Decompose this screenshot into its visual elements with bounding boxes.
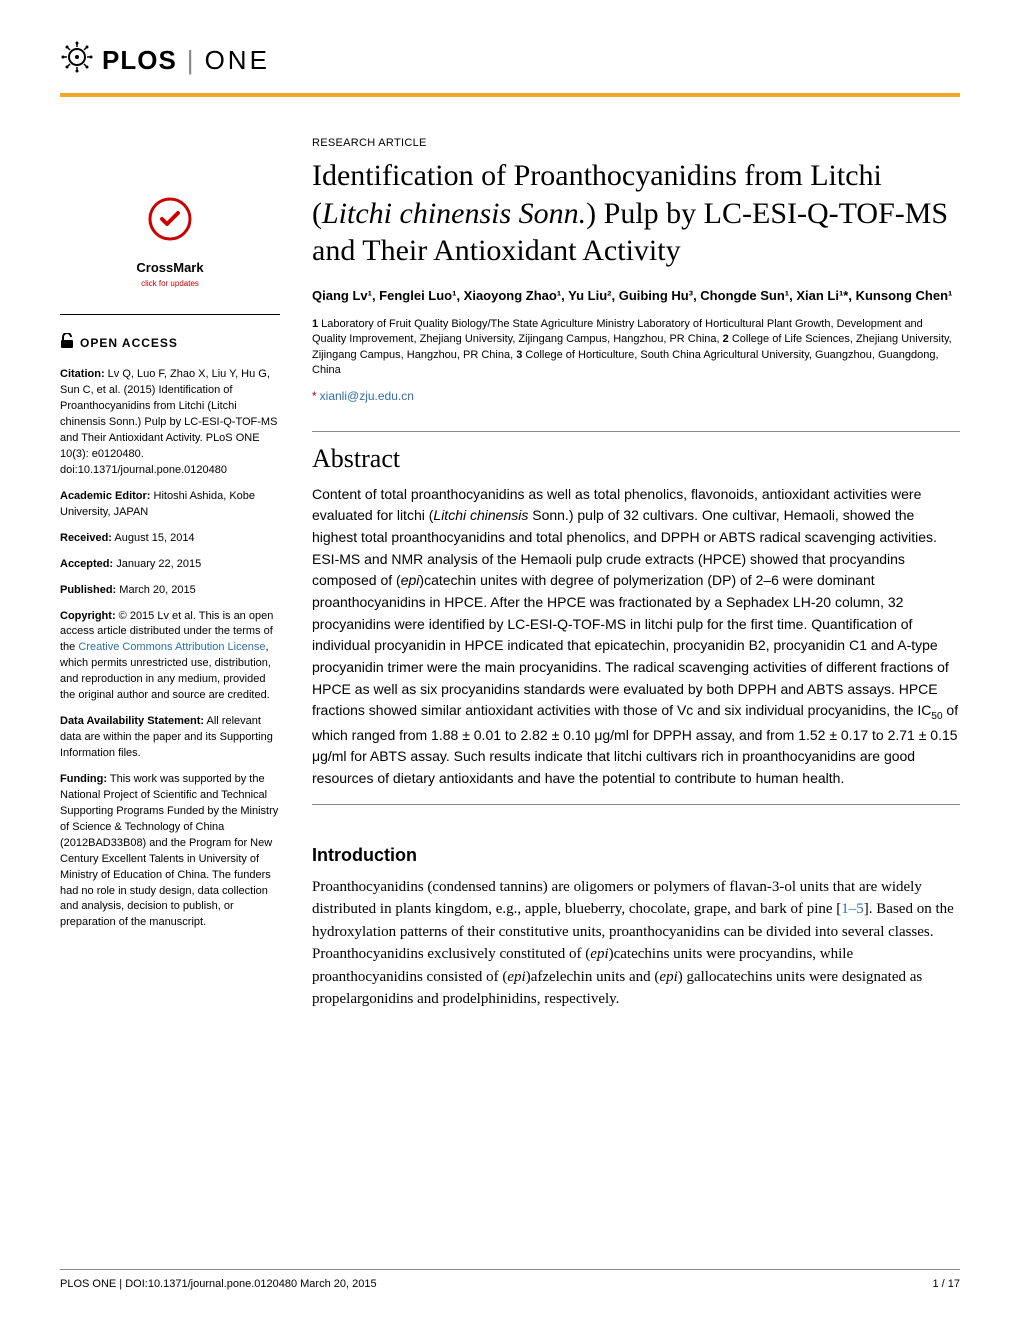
citation-block: Citation: Lv Q, Luo F, Zhao X, Liu Y, Hu…	[60, 367, 280, 479]
footer-page-number: 1 / 17	[932, 1278, 960, 1290]
abstract-heading: Abstract	[312, 431, 960, 474]
journal-header: PLOS | ONE	[60, 40, 960, 97]
editor-block: Academic Editor: Hitoshi Ashida, Kobe Un…	[60, 489, 280, 521]
crossmark-sublabel: click for updates	[60, 278, 280, 290]
abstract-text: Content of total proanthocyanidins as we…	[312, 484, 960, 805]
funding-block: Funding: This work was supported by the …	[60, 772, 280, 931]
accepted-block: Accepted: January 22, 2015	[60, 557, 280, 573]
plos-logo: PLOS | ONE	[60, 40, 270, 81]
open-lock-icon	[60, 333, 74, 356]
sidebar-divider	[60, 314, 280, 315]
data-availability-block: Data Availability Statement: All relevan…	[60, 714, 280, 762]
corresponding-email-link[interactable]: xianli@zju.edu.cn	[320, 389, 414, 403]
plos-icon	[60, 40, 94, 81]
page-footer: PLOS ONE | DOI:10.1371/journal.pone.0120…	[60, 1269, 960, 1290]
crossmark-label: CrossMark	[60, 259, 280, 278]
received-block: Received: August 15, 2014	[60, 531, 280, 547]
journal-name-one: ONE	[205, 45, 270, 76]
ref-link-1-5[interactable]: 1–5	[841, 901, 864, 917]
crossmark-icon	[60, 197, 280, 257]
affiliations: 1 Laboratory of Fruit Quality Biology/Th…	[312, 317, 960, 379]
journal-name-plos: PLOS	[102, 45, 177, 76]
main-column: RESEARCH ARTICLE Identification of Proan…	[312, 137, 960, 1011]
footer-doi: PLOS ONE | DOI:10.1371/journal.pone.0120…	[60, 1278, 377, 1290]
copyright-block: Copyright: © 2015 Lv et al. This is an o…	[60, 609, 280, 705]
introduction-text: Proanthocyanidins (condensed tannins) ar…	[312, 876, 960, 1011]
article-title: Identification of Proanthocyanidins from…	[312, 157, 960, 270]
corresponding-author: *xianli@zju.edu.cn	[312, 389, 960, 403]
introduction-heading: Introduction	[312, 845, 960, 866]
cc-license-link[interactable]: Creative Commons Attribution License	[78, 641, 265, 653]
article-type: RESEARCH ARTICLE	[312, 137, 960, 149]
author-list: Qiang Lv¹, Fenglei Luo¹, Xiaoyong Zhao¹,…	[312, 286, 960, 306]
sidebar: CrossMark click for updates OPEN ACCESS …	[60, 137, 280, 1011]
open-access-text: OPEN ACCESS	[80, 335, 178, 352]
logo-separator: |	[187, 45, 195, 76]
open-access-badge: OPEN ACCESS	[60, 333, 280, 356]
crossmark-badge[interactable]: CrossMark click for updates	[60, 197, 280, 290]
published-block: Published: March 20, 2015	[60, 583, 280, 599]
